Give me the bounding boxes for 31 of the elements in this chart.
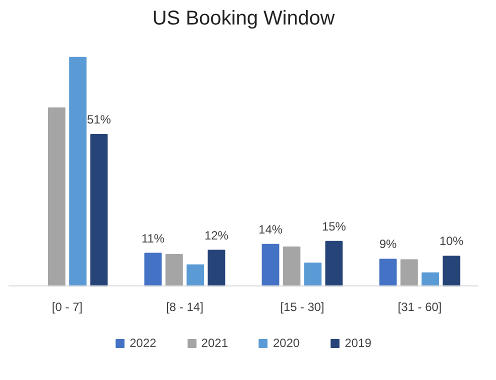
bar xyxy=(282,246,300,286)
bar xyxy=(442,256,460,286)
data-label: 11% xyxy=(141,231,165,246)
bar xyxy=(48,107,66,286)
legend-label: 2020 xyxy=(273,336,300,350)
bar xyxy=(400,259,418,286)
bar xyxy=(186,264,204,286)
data-label: 15% xyxy=(322,219,346,234)
legend-label: 2022 xyxy=(130,336,156,350)
x-tick-label: [8 - 14] xyxy=(166,300,204,314)
data-label: 51% xyxy=(86,112,112,127)
legend-label: 2021 xyxy=(201,336,228,350)
bar xyxy=(144,252,162,286)
bar xyxy=(422,272,440,286)
bar xyxy=(69,56,87,286)
chart-title: US Booking Window xyxy=(152,8,336,30)
bar xyxy=(208,250,226,286)
x-tick-label: [0 - 7] xyxy=(52,300,83,314)
bar xyxy=(262,244,280,286)
bar xyxy=(379,258,397,286)
legend-label: 2019 xyxy=(344,336,372,350)
bar xyxy=(304,262,322,286)
data-label: 10% xyxy=(439,234,464,248)
data-label: 14% xyxy=(258,222,283,236)
bar xyxy=(325,240,343,286)
data-label: 12% xyxy=(204,228,229,242)
bar xyxy=(90,134,108,286)
data-label: 9% xyxy=(379,237,398,252)
bar xyxy=(165,254,183,286)
x-tick-label: [15 - 30] xyxy=(280,300,324,314)
x-tick-label: [31 - 60] xyxy=(398,300,442,314)
